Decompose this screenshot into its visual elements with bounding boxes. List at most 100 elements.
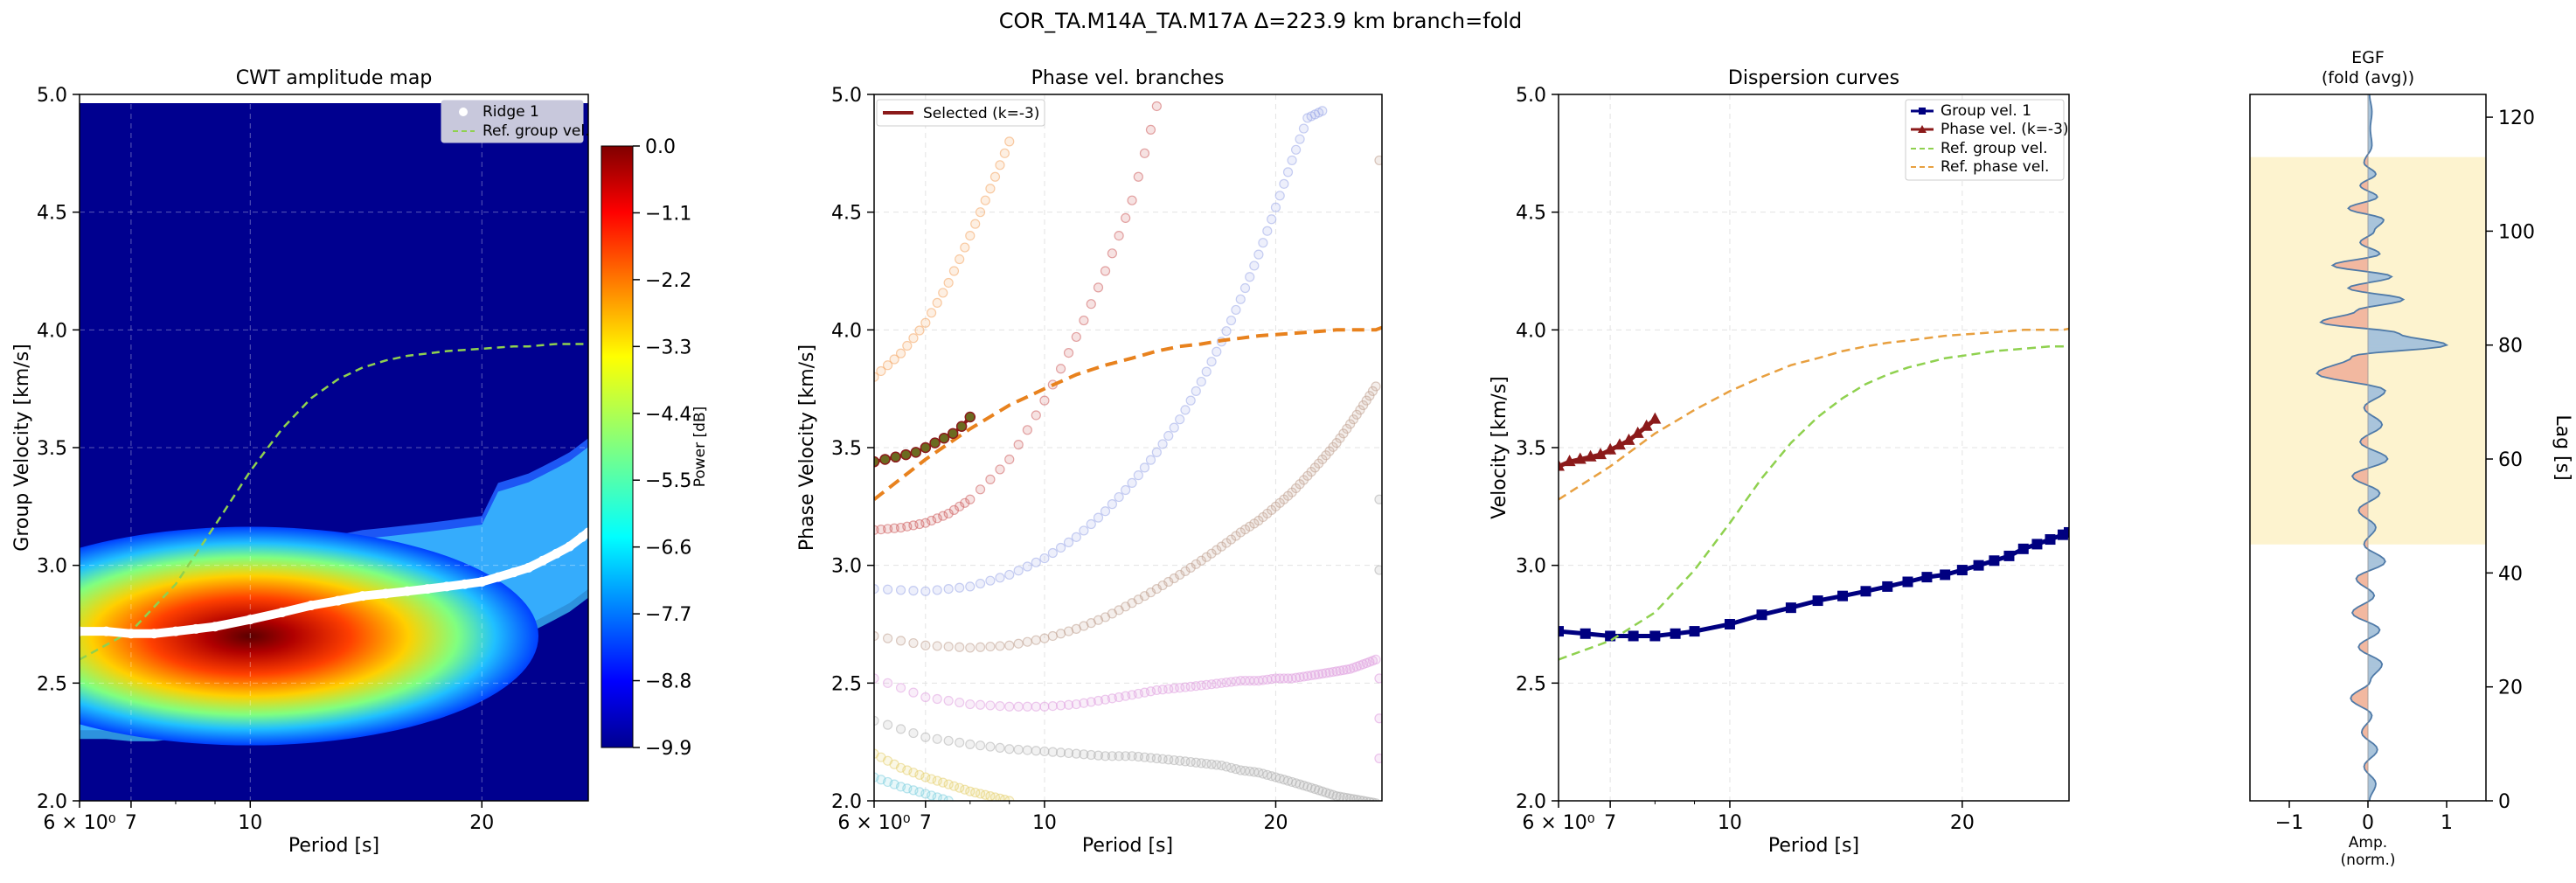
y-tick-label: 4.5: [1516, 203, 1546, 225]
branch-point: [965, 494, 976, 504]
ridge-point: [460, 579, 470, 589]
ridge-point: [552, 548, 562, 559]
branch-point: [1180, 566, 1191, 577]
egf-y-tick-label: 40: [2498, 563, 2523, 585]
branch-point: [1093, 512, 1104, 523]
branch-point: [932, 775, 942, 786]
branch-point: [1317, 106, 1328, 116]
branch-point: [920, 789, 931, 799]
branch-point: [1063, 537, 1074, 548]
x-tick-label: 20: [1950, 812, 1975, 834]
branch-point: [1175, 414, 1185, 425]
branch-point: [920, 586, 931, 596]
branch-point: [895, 585, 906, 595]
branch-point: [955, 697, 965, 708]
group-vel-marker: [2064, 526, 2069, 538]
branch-point: [1201, 366, 1212, 377]
branch-point: [975, 642, 986, 652]
egf-fill-segment: [2367, 390, 2386, 394]
colorbar-label: Power [dB]: [691, 407, 709, 488]
branch-point: [1371, 654, 1381, 665]
branch-point: [965, 581, 976, 592]
colorbar-tick-label: 0.0: [645, 136, 676, 158]
phase-ylabel: Phase Velocity [km/s]: [796, 344, 818, 551]
branch-point: [1013, 566, 1024, 576]
ridge-point: [306, 600, 316, 610]
egf-fill-segment: [2367, 333, 2404, 337]
y-tick-label: 2.0: [37, 791, 67, 813]
branch-point: [1022, 425, 1032, 435]
egf-fill-segment: [2351, 609, 2369, 614]
group-vel-marker: [1649, 630, 1661, 642]
y-tick-label: 5.0: [37, 85, 67, 107]
y-tick-label: 4.5: [37, 203, 67, 225]
branch-point: [965, 643, 976, 653]
branch-point: [1004, 640, 1015, 650]
ridge-point: [493, 572, 503, 582]
dispersion-xlabel: Period [s]: [1768, 835, 1859, 857]
egf-fill-segment: [2367, 421, 2383, 426]
branch-point: [1196, 376, 1206, 387]
branch-point: [1212, 346, 1222, 357]
branch-point: [1004, 454, 1015, 465]
branch-point: [1047, 630, 1058, 642]
branch-point: [1079, 315, 1089, 326]
branch-point: [1047, 700, 1058, 712]
branch-point: [1121, 484, 1131, 496]
branch-point: [1231, 304, 1241, 316]
group-vel-marker: [2017, 543, 2029, 554]
branch-point: [1169, 422, 1179, 433]
branch-point: [1093, 750, 1104, 761]
branch-point: [932, 513, 942, 524]
branch-point: [932, 693, 942, 705]
ridge-point: [524, 562, 534, 573]
egf-fill-segment: [2367, 664, 2383, 668]
branch-point: [1151, 447, 1162, 457]
y-tick-label: 3.5: [37, 438, 67, 460]
branch-point: [1206, 548, 1217, 559]
branch-point: [943, 735, 954, 746]
figure-suptitle: COR_TA.M14A_TA.M17A Δ=223.9 km branch=fo…: [999, 9, 1522, 33]
egf-y-tick-label: 120: [2498, 108, 2535, 129]
branch-point: [1031, 746, 1041, 756]
phase-xlabel: Period [s]: [1082, 835, 1173, 857]
branch-point: [1185, 395, 1196, 406]
y-tick-label: 4.0: [1516, 320, 1546, 342]
branch-point: [882, 360, 893, 371]
branch-point: [882, 633, 893, 643]
cwt-legend: Ridge 1 Ref. group vel.: [441, 100, 590, 143]
branch-point: [1279, 178, 1289, 189]
y-tick-label: 3.5: [1516, 438, 1546, 460]
group-vel-marker: [1689, 626, 1700, 637]
colorbar-tick-label: −9.9: [645, 738, 691, 760]
group-vel-marker: [1837, 590, 1849, 601]
branch-point: [874, 372, 879, 382]
egf-fill-segment: [2350, 695, 2369, 699]
selected-point: [890, 451, 901, 463]
y-tick-label: 2.5: [37, 673, 67, 695]
ridge-point: [277, 608, 288, 618]
colorbar-tick-label: −8.8: [645, 671, 691, 693]
ridge-point: [333, 595, 344, 606]
branch-point: [943, 508, 954, 519]
egf-fill-segment: [2316, 372, 2369, 377]
branch-point: [965, 699, 976, 710]
branch-point: [985, 641, 996, 652]
phase-legend: Selected (k=-3): [876, 99, 1045, 127]
branch-point: [1226, 315, 1237, 326]
branch-point: [1100, 506, 1111, 517]
edge-point: [1374, 713, 1382, 724]
ref-phase-velocity-line: [874, 325, 1382, 501]
branch-point: [965, 739, 976, 749]
branch-point: [1196, 555, 1206, 566]
branch-point: [1239, 282, 1251, 294]
energy-peak: [80, 526, 538, 746]
y-tick-label: 3.0: [1516, 556, 1546, 578]
ridge-point: [565, 541, 575, 552]
egf-fill-segment: [2367, 343, 2448, 346]
branch-point: [938, 794, 948, 801]
egf-fill-segment: [2316, 370, 2369, 374]
branch-point: [895, 683, 906, 693]
